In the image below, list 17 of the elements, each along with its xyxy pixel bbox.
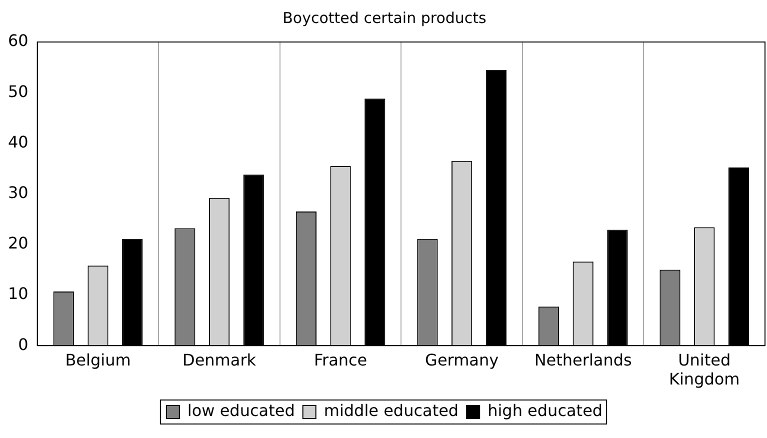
legend-label: high educated [488, 401, 603, 420]
x-tick-label: Germany [425, 350, 499, 370]
legend-label: low educated [187, 401, 295, 420]
x-tick-label: France [314, 350, 368, 370]
y-tick-label: 20 [8, 234, 28, 253]
chart-title: Boycotted certain products [282, 8, 487, 27]
y-tick-label: 0 [18, 334, 28, 354]
y-tick-label: 30 [8, 182, 28, 202]
legend-label: middle educated [324, 401, 459, 420]
x-tick-label: United Kingdom [668, 350, 740, 389]
y-tick-label: 10 [8, 284, 28, 304]
x-tick-label: Denmark [182, 350, 257, 370]
y-tick-label: 40 [8, 132, 28, 152]
x-tick-label: Belgium [65, 350, 131, 370]
y-tick-label: 50 [8, 82, 28, 101]
x-tick-label: Netherlands [534, 350, 632, 370]
y-tick-label: 60 [8, 31, 28, 50]
